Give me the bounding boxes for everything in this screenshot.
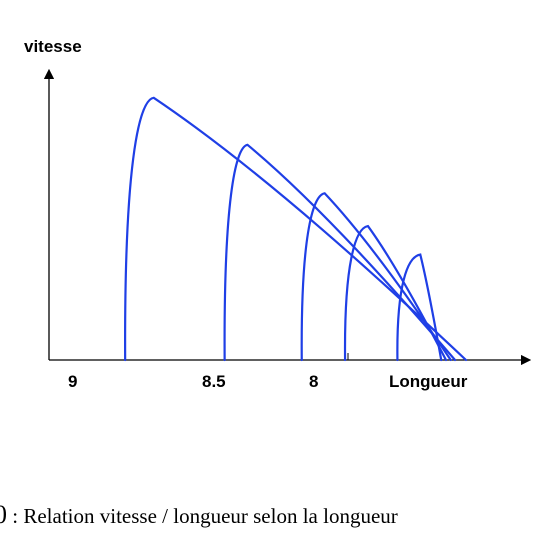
figure-caption: 0 : Relation vitesse / longueur selon la… xyxy=(0,500,398,530)
x-tick-label-8: 8 xyxy=(309,372,318,391)
caption-number: 0 xyxy=(0,500,7,529)
y-axis-label: vitesse xyxy=(24,37,82,56)
x-tick-label-9: 9 xyxy=(68,372,77,391)
series-line-5 xyxy=(396,253,443,362)
caption-text: Relation vitesse / longueur selon la lon… xyxy=(23,504,398,528)
caption-separator: : xyxy=(12,504,19,528)
series-line-2 xyxy=(223,143,457,362)
series-line-4 xyxy=(343,224,448,362)
chart: vitesse Longueur 9 8.5 8 xyxy=(24,37,532,391)
x-tick-label-8-5: 8.5 xyxy=(202,372,226,391)
x-axis-label: Longueur xyxy=(389,372,468,391)
series-line-3 xyxy=(300,192,452,362)
series-line-1 xyxy=(124,96,468,362)
curves-group xyxy=(124,96,468,362)
